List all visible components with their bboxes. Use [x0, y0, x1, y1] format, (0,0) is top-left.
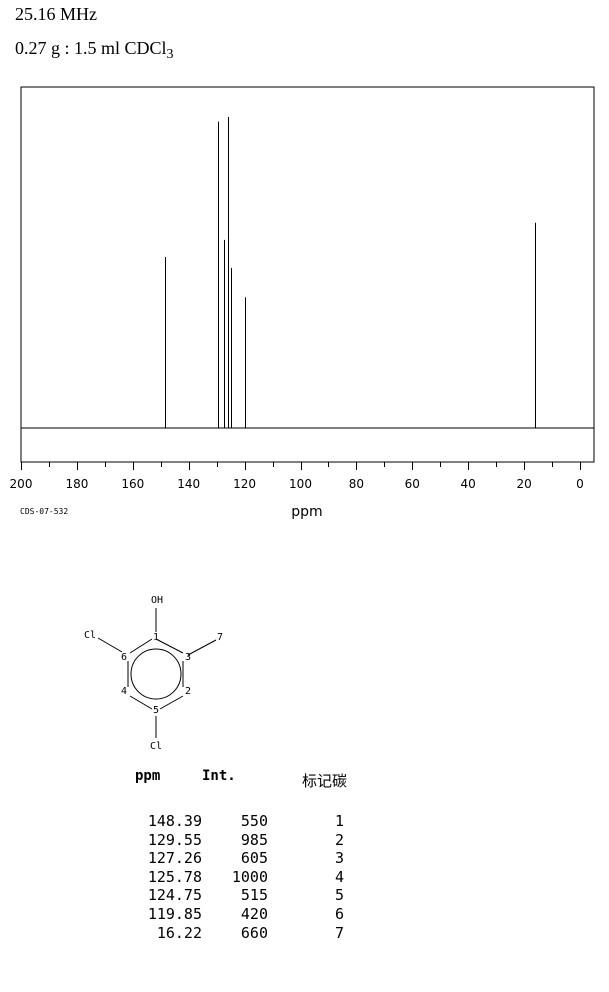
x-axis-title: ppm	[291, 504, 322, 520]
cell-label: 2	[334, 830, 344, 849]
bond-1-3	[155, 638, 184, 654]
cell-int: 420	[240, 905, 268, 923]
x-tick-label-160: 160	[121, 477, 144, 491]
cell-int: 660	[240, 923, 268, 942]
cell-label: 4	[334, 867, 344, 886]
table-row: 125.78 1000 4	[0, 868, 400, 888]
atom-label-6: 6	[121, 652, 127, 663]
cell-ppm: 125.78	[147, 867, 202, 886]
x-tick-label-120: 120	[233, 477, 256, 491]
cell-ppm: 129.55	[147, 830, 202, 849]
bond-5-4	[129, 695, 153, 710]
bond-6-1	[129, 638, 153, 654]
atom-label-4: 4	[121, 686, 127, 697]
atom-label-2: 2	[185, 686, 191, 697]
cell-int: 605	[240, 849, 268, 868]
cell-label: 5	[334, 886, 344, 905]
atom-label-7: 7	[217, 632, 223, 643]
x-tick-label-20: 20	[516, 477, 531, 491]
cell-ppm: 127.26	[147, 849, 202, 868]
x-tick-label-140: 140	[177, 477, 200, 491]
atom-oh: OH	[151, 595, 163, 606]
nmr-spectrum-chart: 200 180 160 140 120 100 80 60 40 20 0 ppm CDS-07-5…	[10, 86, 595, 520]
cell-label: 7	[334, 923, 344, 942]
table-header-int: Int.	[202, 768, 236, 784]
cell-ppm: 148.39	[147, 812, 202, 830]
frequency-text: 25.16 MHz	[15, 4, 97, 24]
sample-subscript: 3	[166, 47, 174, 62]
atom-cl-left: Cl	[84, 630, 96, 641]
cell-ppm: 124.75	[147, 886, 202, 905]
atom-label-5: 5	[153, 705, 159, 716]
table-row: 129.55 985 2	[0, 831, 400, 851]
cell-int: 985	[240, 830, 268, 849]
x-tick-label-60: 60	[405, 477, 420, 491]
x-tick-label-40: 40	[461, 477, 476, 491]
frequency-label: 25.16 MHz	[15, 4, 97, 25]
cell-int: 1000	[231, 867, 268, 886]
aromatic-ring	[130, 648, 182, 700]
cell-int: 550	[240, 812, 268, 830]
x-axis-ticks: 200 180 160 140 120 100 80 60 40 20 0	[10, 462, 584, 491]
x-tick-label-180: 180	[65, 477, 88, 491]
atom-label-3: 3	[185, 652, 191, 663]
bond-2-5	[159, 695, 184, 710]
spectrum-code: CDS-07-532	[20, 507, 68, 516]
x-tick-label-100: 100	[289, 477, 312, 491]
sample-text: 0.27 g : 1.5 ml CDCl	[15, 38, 167, 58]
plot-frame	[20, 86, 595, 463]
atom-cl-bottom: Cl	[150, 741, 162, 752]
bond-6-cl	[97, 637, 123, 653]
bond-3-7	[187, 639, 217, 656]
table-row: 16.22 660 7	[0, 924, 400, 944]
table-row: 148.39 550 1	[0, 812, 400, 832]
table-header-ppm: ppm	[135, 768, 161, 784]
table-row: 127.26 605 3	[0, 849, 400, 869]
cell-label: 3	[334, 849, 344, 868]
x-tick-label-200: 200	[10, 477, 33, 491]
table-row: 124.75 515 5	[0, 886, 400, 906]
cell-ppm: 119.85	[147, 905, 202, 923]
cell-label: 6	[334, 905, 344, 923]
x-tick-label-0: 0	[576, 477, 584, 491]
atom-label-1: 1	[153, 632, 159, 643]
table-row: 119.85 420 6	[0, 905, 400, 925]
peaks-group	[165, 117, 536, 428]
sample-label: 0.27 g : 1.5 ml CDCl3	[15, 38, 174, 62]
cell-ppm: 16.22	[156, 923, 202, 942]
x-tick-label-80: 80	[349, 477, 364, 491]
table-header-label: 标记碳	[302, 772, 348, 790]
cell-int: 515	[240, 886, 268, 905]
cell-label: 1	[334, 812, 344, 830]
